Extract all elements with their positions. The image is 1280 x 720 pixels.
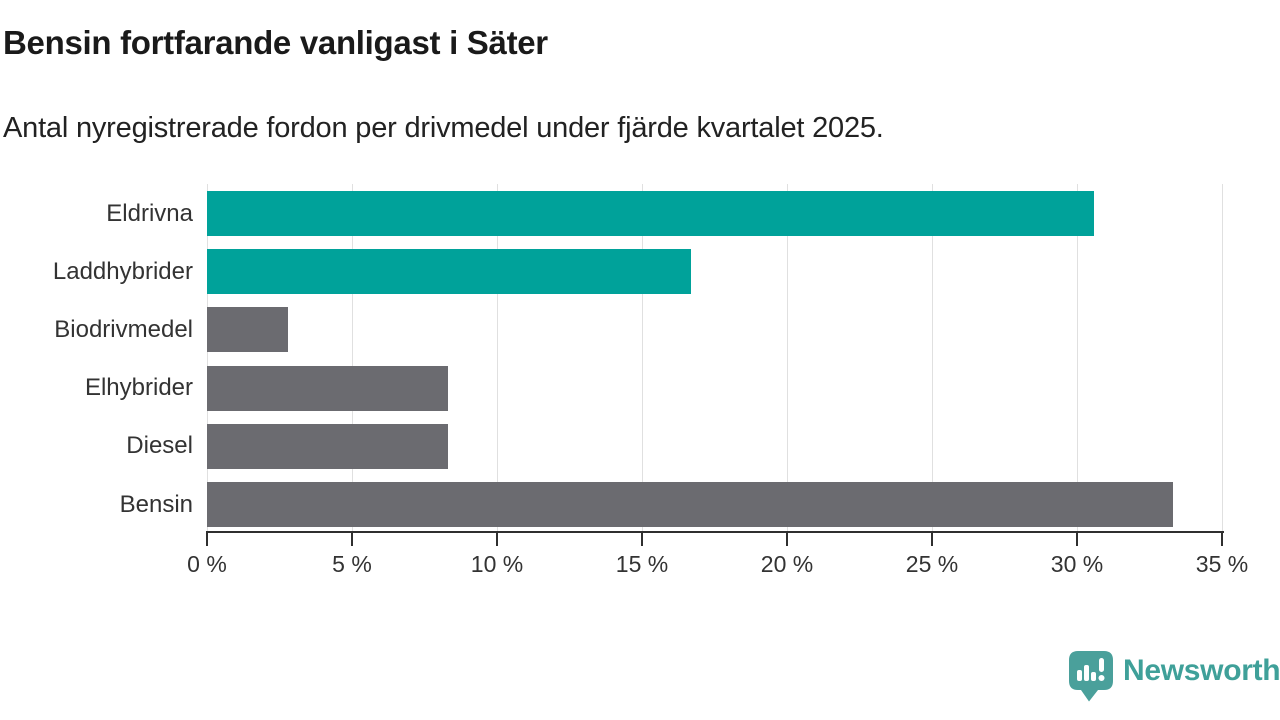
x-tick-label-15: 15 % bbox=[615, 551, 669, 577]
gridline-0 bbox=[207, 184, 208, 531]
x-tick-10 bbox=[496, 533, 498, 546]
x-tick-15 bbox=[641, 533, 643, 546]
bar-biodrivmedel bbox=[207, 307, 289, 353]
brand-name: Newsworthy bbox=[1123, 654, 1280, 687]
gridline-10 bbox=[497, 184, 498, 531]
category-label-eldrivna: Eldrivna bbox=[106, 199, 193, 227]
chart-title: Bensin fortfarande vanligast i Säter bbox=[3, 24, 548, 61]
gridline-35 bbox=[1222, 184, 1223, 531]
x-tick-label-30: 30 % bbox=[1050, 551, 1104, 577]
x-tick-30 bbox=[1076, 533, 1078, 546]
x-tick-label-20: 20 % bbox=[760, 551, 814, 577]
gridline-30 bbox=[1077, 184, 1078, 531]
gridline-20 bbox=[787, 184, 788, 531]
x-tick-label-0: 0 % bbox=[187, 551, 227, 577]
x-axis-line bbox=[206, 531, 1224, 533]
x-tick-0 bbox=[206, 533, 208, 546]
bar-diesel bbox=[207, 423, 448, 469]
x-tick-5 bbox=[351, 533, 353, 546]
bar-elhybrider bbox=[207, 365, 448, 411]
x-tick-25 bbox=[931, 533, 933, 546]
x-tick-label-25: 25 % bbox=[905, 551, 959, 577]
x-tick-label-35: 35 % bbox=[1195, 551, 1249, 577]
x-tick-35 bbox=[1221, 533, 1223, 546]
category-label-laddhybrider: Laddhybrider bbox=[52, 257, 193, 285]
gridline-5 bbox=[352, 184, 353, 531]
bar-eldrivna bbox=[207, 191, 1095, 236]
gridline-15 bbox=[642, 184, 643, 531]
x-tick-label-10: 10 % bbox=[470, 551, 524, 577]
category-label-diesel: Diesel bbox=[126, 432, 193, 460]
category-label-bensin: Bensin bbox=[119, 490, 193, 518]
newsworthy-logo-icon bbox=[1069, 651, 1113, 702]
category-label-elhybrider: Elhybrider bbox=[84, 374, 193, 402]
category-label-biodrivmedel: Biodrivmedel bbox=[54, 315, 193, 343]
bar-bensin bbox=[207, 482, 1173, 527]
brand-footer: Newsworthy bbox=[1068, 650, 1280, 703]
bar-laddhybrider bbox=[207, 249, 692, 295]
gridline-25 bbox=[932, 184, 933, 531]
chart-subtitle: Antal nyregistrerade fordon per drivmede… bbox=[3, 112, 884, 144]
x-tick-20 bbox=[786, 533, 788, 546]
x-tick-label-5: 5 % bbox=[332, 551, 372, 577]
